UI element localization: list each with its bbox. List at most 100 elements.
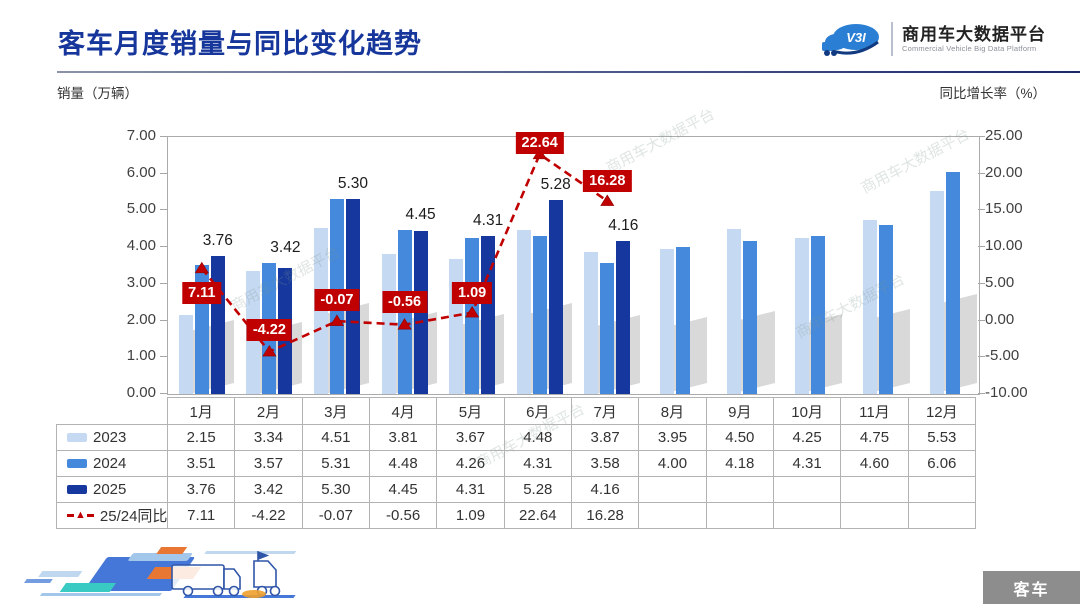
series-label-cell: 2023	[56, 424, 168, 451]
value-cell-2025-6月: 5.28	[503, 476, 572, 503]
right-tick-mark	[978, 356, 985, 358]
value-cell-2025-11月	[840, 476, 909, 503]
line-marker-triangle	[600, 194, 615, 206]
brand-name-en: Commercial Vehicle Big Data Platform	[902, 44, 1037, 54]
value-cell-2024-3月: 5.31	[301, 450, 370, 477]
value-cell-2023-1月: 2.15	[166, 424, 236, 451]
right-tick-mark	[978, 136, 985, 137]
value-cell-2025-4月: 4.45	[368, 476, 438, 503]
right-axis-title: 同比增长率（%）	[939, 86, 1046, 101]
bar-2024-8月	[675, 247, 690, 394]
cloud-truck-logo-icon: V3I	[822, 24, 879, 56]
left-tick-label: 7.00	[126, 127, 156, 144]
value-cell-2023-8月: 3.95	[638, 424, 707, 451]
value-cell-2023-2月: 3.34	[234, 424, 303, 451]
left-tick-label: 5.00	[126, 200, 156, 218]
yoy-value-label: -0.07	[314, 289, 360, 312]
right-tick-label: 5.00	[985, 273, 1015, 291]
bar-2023-10月	[795, 237, 810, 394]
yoy-value-label: 22.64	[515, 132, 564, 155]
bar-value-label: 4.45	[405, 205, 436, 223]
left-tick-mark	[160, 393, 167, 394]
yoy-value-label: 16.28	[583, 170, 632, 193]
legend-dash	[86, 514, 94, 517]
series-label: 2024	[58, 455, 167, 472]
month-header-cell: 2月	[234, 397, 303, 425]
value-cell-25/24同比-3月: -0.07	[301, 502, 370, 529]
header-rule	[57, 71, 1080, 73]
value-cell-2023-6月: 4.48	[503, 424, 572, 451]
brand-name-cn: 商用车大数据平台	[902, 24, 1046, 44]
value-cell-2024-8月: 4.00	[638, 450, 707, 477]
month-header-cell: 12月	[907, 397, 977, 425]
right-tick-mark	[978, 282, 985, 284]
bar-2024-11月	[878, 225, 893, 394]
svg-text:V3I: V3I	[846, 30, 866, 45]
value-cell-2024-11月: 4.60	[840, 450, 909, 477]
line-marker-triangle	[397, 318, 412, 330]
value-cell-2024-9月: 4.18	[705, 450, 774, 477]
value-cell-2025-1月: 3.76	[166, 476, 236, 503]
left-tick-label: 0.00	[126, 384, 156, 401]
value-cell-2024-10月: 4.31	[772, 450, 842, 477]
bar-value-label: 5.28	[540, 176, 571, 194]
left-tick-mark	[160, 356, 167, 358]
bar-2024-12月	[946, 171, 961, 394]
month-header-cell: 11月	[840, 397, 909, 425]
bar-value-label: 4.31	[473, 211, 504, 229]
value-cell-2023-3月: 4.51	[301, 424, 370, 451]
value-cell-2023-12月: 5.53	[907, 424, 977, 451]
value-cell-25/24同比-1月: 7.11	[166, 502, 236, 529]
bar-2024-9月	[743, 240, 758, 394]
bar-2024-6月	[532, 235, 547, 394]
left-axis-title: 销量（万辆）	[57, 86, 138, 101]
bar-2024-10月	[811, 235, 826, 394]
value-cell-2024-5月: 4.26	[436, 450, 505, 477]
left-tick-label: 1.00	[126, 347, 156, 365]
left-tick-mark	[160, 319, 167, 321]
right-tick-label: 25.00	[985, 127, 1023, 144]
month-header-cell: 10月	[772, 397, 842, 425]
legend-swatch-2025	[67, 485, 87, 494]
line-marker-triangle	[329, 314, 344, 326]
value-cell-2025-8月	[638, 476, 707, 503]
month-header-cell: 7月	[570, 397, 640, 425]
left-tick-mark	[160, 282, 167, 284]
month-header-cell: 4月	[368, 397, 438, 425]
month-header-cell: 9月	[705, 397, 774, 425]
bar-value-label: 3.42	[270, 238, 301, 256]
value-cell-25/24同比-10月	[772, 502, 842, 529]
series-label: ▲ 25/24同比	[58, 505, 168, 526]
line-marker-triangle	[465, 305, 480, 318]
legend-swatch-2024	[67, 459, 87, 468]
month-header-cell: 8月	[638, 397, 707, 425]
yoy-value-label: -4.22	[246, 318, 292, 341]
value-cell-2024-4月: 4.48	[368, 450, 438, 477]
table-corner-blank	[57, 398, 168, 425]
series-name: 25/24同比	[99, 508, 168, 525]
brand-logo: V3I 商用车大数据平台 Commercial Vehicle Big Data…	[820, 18, 1046, 60]
legend-swatch-2023	[67, 433, 87, 442]
value-cell-25/24同比-6月: 22.64	[503, 502, 572, 529]
left-tick-label: 6.00	[126, 163, 156, 181]
bar-2023-11月	[862, 219, 877, 394]
bar-value-label: 3.76	[202, 231, 233, 249]
value-cell-2025-2月: 3.42	[234, 476, 303, 503]
series-label-cell: 2025	[56, 476, 168, 503]
plot-area: 3.76 3.42 5.30 4.45 4.31 5.28 4.16 7.11 -4.22 -0.…	[167, 132, 980, 395]
value-cell-25/24同比-4月: -0.56	[368, 502, 438, 529]
bar-2023-1月	[178, 315, 193, 394]
series-label: 2023	[58, 429, 167, 446]
bar-2023-8月	[659, 248, 674, 394]
series-label: 2025	[58, 481, 167, 498]
page-title: 客车月度销量与同比变化趋势	[58, 29, 422, 59]
right-tick-label: 10.00	[985, 237, 1023, 255]
left-tick-label: 3.00	[126, 273, 156, 291]
month-header-cell: 5月	[436, 397, 505, 425]
table-row-2024: 2024 3.51 3.57 5.31 4.48 4.26 4.31 3.58 4.00 4.18…	[56, 450, 977, 477]
logo-divider	[891, 22, 893, 56]
trucks-decoration	[23, 547, 297, 598]
value-cell-25/24同比-7月: 16.28	[570, 502, 640, 529]
month-header-cell: 1月	[166, 397, 236, 425]
value-cell-2025-9月	[705, 476, 774, 503]
